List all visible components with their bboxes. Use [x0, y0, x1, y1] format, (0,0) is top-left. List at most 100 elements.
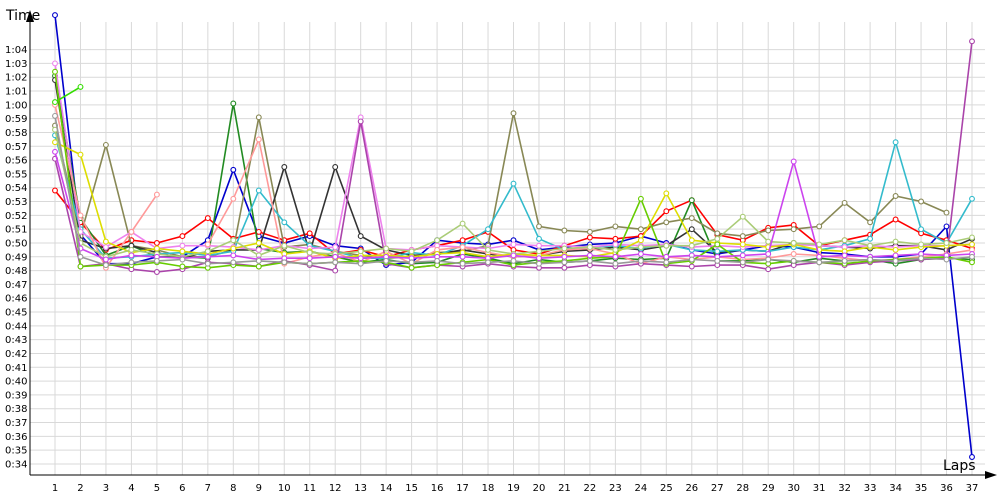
data-point	[230, 245, 237, 252]
data-point	[408, 264, 415, 271]
data-point	[536, 260, 542, 267]
data-point	[969, 241, 975, 248]
data-point	[892, 238, 899, 245]
data-point	[637, 244, 644, 251]
data-point	[586, 234, 593, 241]
data-point	[892, 216, 899, 223]
y-tick-label: 0:42	[5, 349, 27, 360]
data-point	[230, 100, 237, 107]
data-point	[663, 253, 670, 260]
data-point	[255, 240, 262, 246]
x-axis-title: Laps	[943, 458, 976, 474]
data-point	[128, 259, 135, 266]
data-point	[255, 246, 262, 253]
data-point	[688, 197, 695, 204]
y-tick-label: 0:49	[5, 252, 27, 263]
data-point	[77, 263, 84, 270]
y-tick-label: 1:04	[5, 45, 27, 56]
data-point	[637, 226, 644, 233]
x-tick-label: 11	[303, 483, 316, 494]
grid	[30, 22, 985, 475]
data-point	[714, 241, 721, 248]
data-point	[255, 114, 262, 121]
data-point	[612, 223, 619, 230]
data-point	[102, 238, 109, 245]
data-point	[688, 226, 695, 233]
x-tick-label: 37	[966, 483, 979, 494]
x-tick-label: 2	[77, 483, 83, 494]
y-tick-label: 0:55	[5, 169, 27, 180]
x-tick-label: 7	[205, 483, 211, 494]
y-tick-label: 1:02	[5, 73, 27, 84]
data-point	[663, 190, 670, 197]
y-tick-label: 1:03	[5, 59, 27, 70]
y-tick-label: 0:45	[5, 308, 27, 319]
data-point	[128, 252, 135, 259]
data-point	[765, 251, 772, 257]
data-point	[663, 219, 670, 226]
y-tick-label: 1:00	[5, 100, 27, 111]
data-point	[281, 164, 288, 170]
data-point	[637, 257, 644, 264]
data-point	[841, 257, 848, 264]
x-tick-label: 15	[405, 483, 418, 494]
data-point	[943, 256, 950, 263]
data-point	[561, 245, 568, 252]
data-point	[485, 259, 491, 266]
data-point	[332, 244, 339, 251]
data-point	[230, 195, 237, 202]
x-tick-label: 31	[813, 483, 826, 494]
data-point	[459, 260, 466, 267]
data-point	[383, 257, 390, 264]
x-tick-label: 13	[354, 483, 367, 494]
data-point	[790, 240, 797, 246]
y-tick-label: 0:38	[5, 404, 27, 415]
data-point	[612, 253, 619, 260]
x-tick-label: 19	[507, 483, 520, 494]
data-point	[281, 259, 288, 266]
data-point	[739, 233, 746, 240]
x-tick-label: 33	[864, 483, 877, 494]
x-tick-label: 27	[711, 483, 724, 494]
data-point	[612, 246, 619, 253]
x-tick-label: 21	[558, 483, 571, 494]
data-point	[204, 260, 211, 267]
data-point	[306, 230, 313, 237]
y-tick-label: 0:59	[5, 114, 27, 125]
x-tick-label: 36	[940, 483, 953, 494]
data-point	[918, 241, 925, 248]
y-tick-labels: 0:34 0:35 0:36 0:37 0:38 0:39 0:40 0:41 0:42 0:43…	[5, 45, 27, 470]
data-point	[332, 253, 339, 260]
data-point	[510, 110, 517, 117]
data-point	[128, 228, 135, 235]
x-tick-label: 10	[278, 483, 291, 494]
data-point	[765, 227, 772, 234]
data-point	[688, 237, 695, 244]
data-point	[714, 235, 721, 242]
y-axis-title: Time	[5, 8, 40, 24]
data-point	[943, 209, 950, 216]
data-point	[816, 253, 823, 260]
x-axis-arrow-icon	[985, 471, 997, 479]
data-point	[102, 141, 109, 148]
data-point	[790, 158, 797, 165]
data-point	[52, 148, 58, 155]
data-point	[969, 454, 975, 460]
data-point	[688, 242, 695, 249]
x-tick-label: 8	[230, 483, 236, 494]
data-point	[765, 238, 772, 245]
data-point	[204, 215, 211, 222]
data-point	[739, 259, 746, 266]
data-point	[179, 242, 186, 249]
data-point	[459, 244, 466, 251]
data-point	[153, 191, 160, 198]
data-point	[230, 237, 237, 244]
data-point	[688, 215, 695, 222]
data-point	[867, 219, 874, 226]
y-tick-label: 0:51	[5, 225, 27, 236]
data-point	[204, 241, 211, 248]
x-tick-label: 12	[329, 483, 342, 494]
y-tick-label: 0:47	[5, 280, 27, 291]
data-point	[536, 255, 542, 262]
x-tick-label: 34	[889, 483, 902, 494]
